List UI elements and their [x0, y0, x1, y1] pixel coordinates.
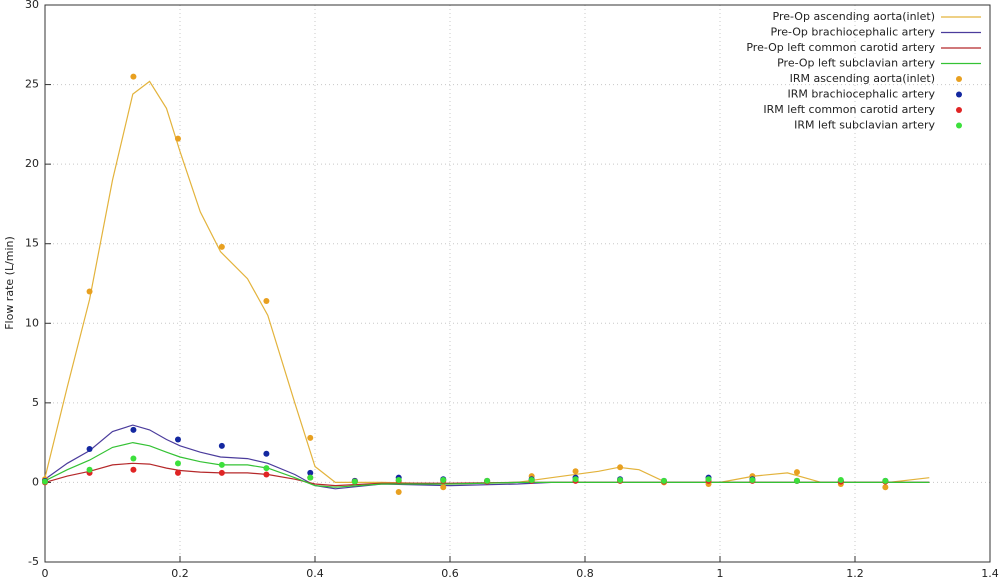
y-tick-label: 5	[32, 396, 39, 409]
y-tick-label: 25	[25, 78, 39, 91]
x-tick-label: 0.4	[306, 567, 324, 580]
x-tick-label: 1.4	[981, 567, 999, 580]
data-point	[793, 469, 800, 476]
data-point	[130, 73, 137, 80]
data-point	[263, 450, 270, 457]
data-point	[617, 464, 624, 471]
data-point	[174, 469, 181, 476]
y-tick-label: 15	[25, 237, 39, 250]
data-point	[218, 469, 225, 476]
data-point	[351, 478, 358, 485]
x-tick-label: 0	[42, 567, 49, 580]
y-axis-label: Flow rate (L/min)	[3, 236, 16, 330]
x-tick-label: 0.8	[576, 567, 594, 580]
data-point	[749, 477, 756, 484]
data-point	[660, 477, 667, 484]
y-tick-label: 30	[25, 0, 39, 11]
data-point	[174, 135, 181, 142]
data-point	[307, 474, 314, 481]
data-point	[440, 477, 447, 484]
legend-label: Pre-Op ascending aorta(inlet)	[773, 10, 935, 23]
y-tick-label: 20	[25, 157, 39, 170]
data-point	[218, 243, 225, 250]
x-tick-label: 1	[717, 567, 724, 580]
data-point	[218, 461, 225, 468]
data-point	[572, 476, 579, 483]
data-point	[130, 455, 137, 462]
data-point	[263, 465, 270, 472]
legend-label: Pre-Op left common carotid artery	[746, 41, 935, 54]
data-point	[440, 484, 447, 491]
data-point	[174, 436, 181, 443]
plot-frame	[44, 4, 991, 563]
legend-swatch	[956, 122, 962, 129]
legend-label: IRM ascending aorta(inlet)	[790, 72, 935, 85]
data-point	[395, 477, 402, 484]
data-point	[86, 288, 93, 295]
y-tick-label: 0	[32, 475, 39, 488]
data-point	[882, 484, 889, 491]
data-point	[793, 477, 800, 484]
legend-swatch	[956, 107, 962, 113]
data-point	[218, 442, 225, 449]
legend-label: Pre-Op left subclavian artery	[777, 57, 935, 70]
data-point	[130, 466, 137, 473]
data-point	[174, 460, 181, 467]
data-point	[395, 488, 402, 495]
data-point	[705, 476, 712, 483]
legend-swatch	[956, 91, 962, 98]
x-tick-label: 1.2	[846, 567, 864, 580]
y-tick-label: -5	[28, 555, 39, 568]
y-tick-label: 10	[25, 316, 39, 329]
legend-label: IRM left subclavian artery	[794, 119, 935, 132]
x-tick-label: 0.2	[171, 567, 189, 580]
legend-label: IRM brachiocephalic artery	[788, 88, 936, 101]
data-point	[130, 426, 137, 433]
data-point	[86, 466, 93, 473]
legend-swatch	[956, 76, 962, 82]
data-point	[484, 477, 491, 484]
data-point	[307, 469, 314, 476]
data-point	[572, 468, 579, 475]
data-point	[263, 298, 270, 305]
x-tick-label: 0.6	[441, 567, 459, 580]
data-point	[617, 477, 624, 484]
legend-label: Pre-Op brachiocephalic artery	[771, 26, 936, 39]
data-point	[86, 446, 93, 453]
data-point	[528, 477, 535, 484]
data-point	[263, 471, 270, 478]
legend-label: IRM left common carotid artery	[763, 103, 935, 116]
series-line	[44, 441, 930, 488]
data-point	[837, 477, 844, 484]
data-point	[307, 434, 314, 441]
data-point	[42, 478, 48, 485]
series-line	[44, 80, 930, 485]
data-point	[882, 477, 889, 484]
